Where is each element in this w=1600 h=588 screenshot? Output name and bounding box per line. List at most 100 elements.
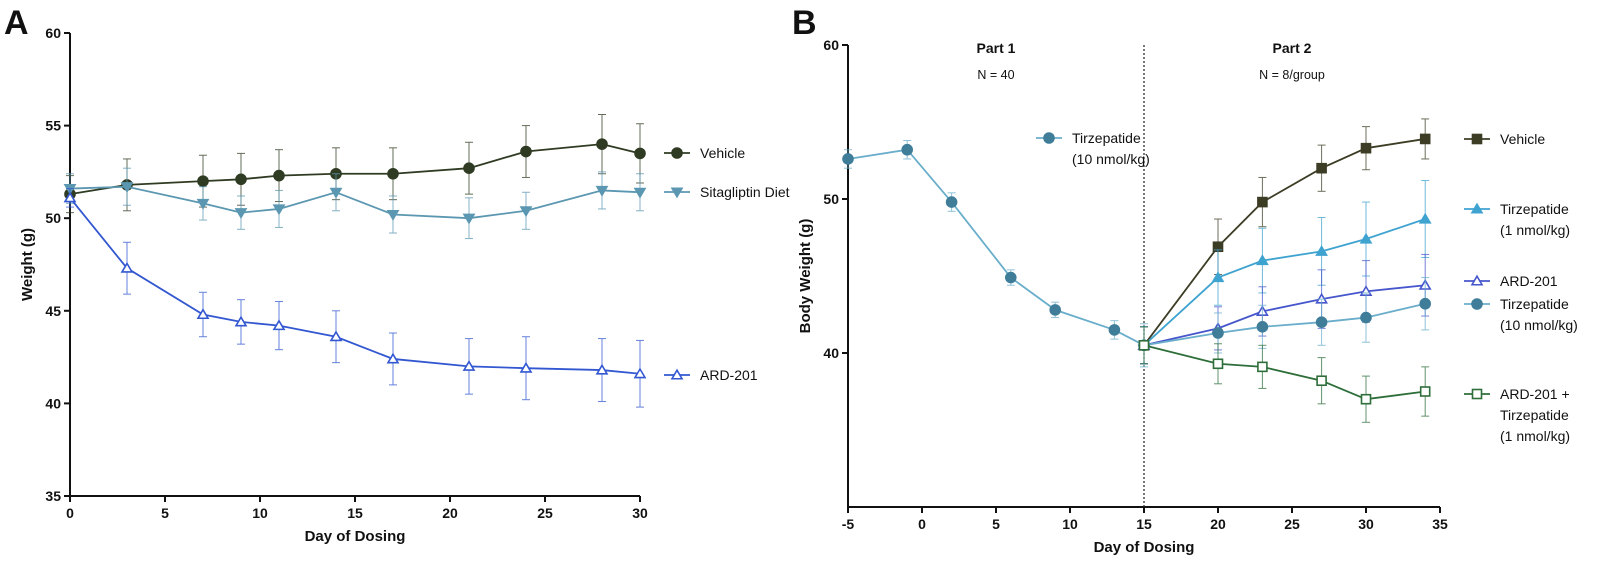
- x-tick-label: 5: [161, 505, 169, 521]
- data-point: [520, 145, 532, 158]
- x-axis-title: Day of Dosing: [1094, 539, 1195, 556]
- x-tick-label: -5: [842, 516, 855, 532]
- data-point: [633, 187, 647, 199]
- series-line: [1143, 344, 1426, 401]
- y-tick-label: 50: [823, 191, 839, 207]
- x-tick-label: 10: [1062, 516, 1078, 532]
- part-title: Part 1: [977, 40, 1016, 56]
- data-point: [197, 175, 209, 187]
- legend-label: Vehicle: [700, 145, 745, 161]
- legend-marker: [1043, 132, 1055, 144]
- y-tick-label: 35: [45, 488, 61, 504]
- panel-label-b: B: [792, 4, 817, 42]
- y-axis-title: Body Weight (g): [797, 219, 814, 334]
- legend-label: ARD-201: [700, 367, 758, 383]
- data-point: [120, 261, 134, 273]
- data-point: [1138, 339, 1150, 351]
- legend-item: ARD-201: [1464, 273, 1558, 289]
- legend-item: Vehicle: [664, 145, 745, 161]
- legend-label: (10 nmol/kg): [1072, 151, 1150, 167]
- data-point: [519, 206, 533, 218]
- series-line: [69, 185, 641, 220]
- x-tick-label: 0: [918, 516, 926, 532]
- data-point: [634, 147, 646, 160]
- data-point: [387, 167, 399, 180]
- legend-marker: [1470, 202, 1484, 214]
- data-point: [273, 169, 285, 182]
- legend-label: Tirzepatide: [1500, 407, 1569, 423]
- legend-item: Tirzepatide (1 nmol/kg): [1464, 201, 1570, 238]
- data-point: [196, 308, 210, 320]
- legend-item: ARD-201 + Tirzepatide (1 nmol/kg): [1464, 386, 1570, 444]
- y-tick-label: 55: [45, 118, 61, 134]
- data-point: [1419, 297, 1431, 310]
- x-tick-label: 5: [992, 516, 1000, 532]
- x-tick-label: 30: [632, 505, 648, 521]
- legend-marker: [1471, 133, 1483, 145]
- x-axis-title: Day of Dosing: [305, 528, 406, 545]
- legend-marker: [671, 147, 683, 159]
- panel-a-chart: 35 40 45 50 55 60 0 5 10 15 20 25 30 Day of Dosing Wei…: [19, 25, 790, 545]
- legend-label: Vehicle: [1500, 131, 1545, 147]
- x-tick-label: 20: [1210, 516, 1226, 532]
- x-tick-label: 20: [442, 505, 458, 521]
- data-point: [120, 182, 134, 194]
- x-tick-label: 15: [347, 505, 363, 521]
- data-point: [596, 138, 608, 150]
- data-point: [1004, 271, 1017, 284]
- x-tick-label: 0: [66, 505, 74, 521]
- x-tick-label: 25: [1284, 516, 1300, 532]
- data-point: [519, 361, 533, 373]
- x-tick-label: 30: [1358, 516, 1374, 532]
- data-point: [234, 208, 248, 219]
- data-point: [1419, 133, 1431, 145]
- legend-label: (1 nmol/kg): [1500, 222, 1570, 238]
- data-point: [1419, 386, 1431, 397]
- data-point: [1316, 375, 1327, 387]
- x-tick-label: 25: [537, 505, 553, 521]
- data-point: [463, 162, 475, 174]
- data-point: [1257, 361, 1268, 373]
- legend-marker: [1470, 274, 1484, 286]
- legend-label: Tirzepatide: [1500, 201, 1569, 217]
- data-point: [1359, 232, 1373, 244]
- data-point: [595, 185, 609, 197]
- legend-label: Sitagliptin Diet: [700, 184, 790, 200]
- data-point: [633, 367, 647, 379]
- data-point: [1418, 212, 1432, 224]
- legend-item: Tirzepatide (10 nmol/kg): [1036, 130, 1150, 167]
- x-tick-label: 15: [1136, 516, 1152, 532]
- data-point: [196, 198, 210, 210]
- legend-label: ARD-201: [1500, 273, 1558, 289]
- series-sitagliptin-diet: [63, 167, 647, 240]
- y-tick-label: 60: [45, 25, 61, 41]
- panel-b-chart: 40 50 60 -5 0 5 10 15 20 25 30 35 Day of Dosing Body …: [797, 37, 1578, 556]
- series-ard-201-tirzepatide-1-nmol-kg-: [1138, 326, 1431, 423]
- series-line: [69, 197, 641, 375]
- data-point: [235, 173, 247, 186]
- data-point: [1360, 393, 1372, 405]
- series-line: [1143, 138, 1426, 346]
- data-point: [945, 196, 958, 208]
- data-point: [1315, 316, 1328, 329]
- data-point: [462, 360, 476, 371]
- data-point: [329, 330, 343, 342]
- x-tick-label: 35: [1432, 516, 1448, 532]
- y-tick-label: 45: [45, 303, 61, 319]
- data-point: [1212, 327, 1224, 339]
- series-line: [1143, 302, 1426, 347]
- legend-label: Tirzepatide: [1500, 296, 1569, 312]
- series-vehicle: [1138, 118, 1431, 365]
- legend-label: Tirzepatide: [1072, 130, 1141, 146]
- data-point: [842, 153, 854, 165]
- data-point: [329, 187, 343, 199]
- data-point: [1256, 321, 1269, 333]
- y-axis-title: Weight (g): [19, 228, 36, 301]
- data-point: [1360, 142, 1372, 154]
- legend-label: (10 nmol/kg): [1500, 317, 1578, 333]
- data-point: [901, 143, 914, 156]
- legend-marker: [1471, 388, 1483, 400]
- y-tick-label: 60: [823, 37, 839, 53]
- data-point: [1049, 304, 1061, 316]
